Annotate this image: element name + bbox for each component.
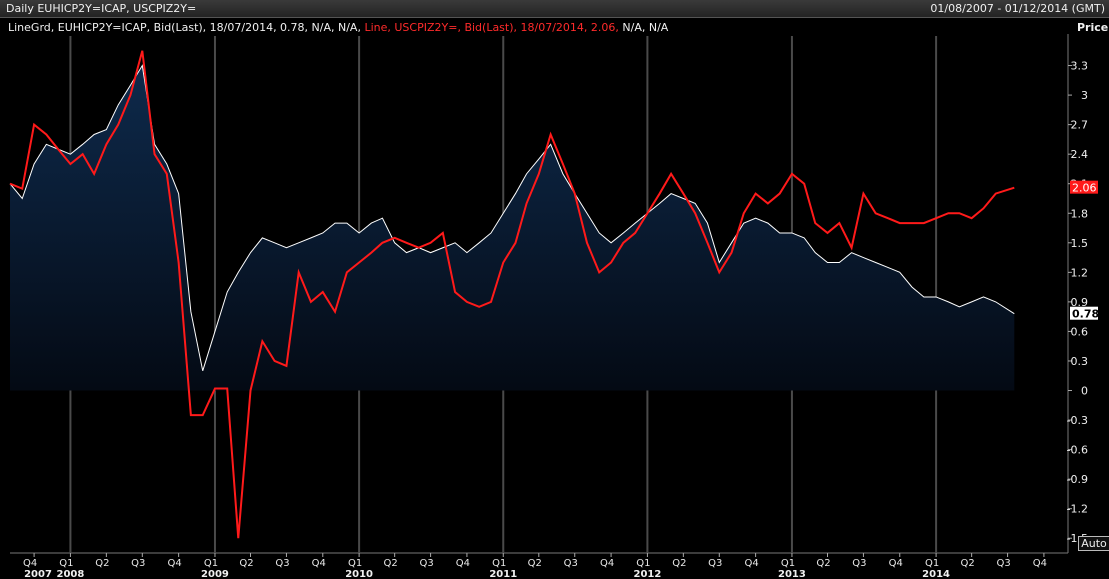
x-quarter-label: Q4	[168, 558, 182, 569]
auto-scale-button[interactable]: Auto	[1078, 536, 1109, 551]
x-quarter-label: Q1	[492, 558, 506, 569]
title-bar: Daily EUHICP2Y=ICAP, USCPIZ2Y= 01/08/200…	[0, 0, 1109, 18]
x-quarter-label: Q1	[925, 558, 939, 569]
x-quarter-label: Q2	[528, 558, 542, 569]
x-quarter-label: Q3	[131, 558, 145, 569]
x-quarter-label: Q4	[312, 558, 326, 569]
date-range: 01/08/2007 - 01/12/2014 (GMT)	[930, 2, 1105, 15]
y-axis: -1.5-1.2-0.9-0.6-0.300.30.60.91.21.51.82…	[1067, 60, 1088, 546]
x-quarter-label: Q4	[600, 558, 614, 569]
y-tick-label: -0.9	[1067, 473, 1088, 486]
eu-last-value: 0.78	[1072, 308, 1099, 321]
y-tick-label: -0.3	[1067, 414, 1088, 427]
window-title: Daily EUHICP2Y=ICAP, USCPIZ2Y=	[6, 2, 197, 15]
x-quarter-label: Q1	[204, 558, 218, 569]
y-tick-label: 0.9	[1071, 296, 1089, 309]
y-tick-label: 3.3	[1071, 60, 1089, 73]
eu-last-value-tag	[1070, 306, 1098, 320]
x-quarter-label: Q2	[239, 558, 253, 569]
last-value-tags: 2.06 0.78	[1070, 180, 1099, 321]
x-quarter-label: Q3	[852, 558, 866, 569]
y-tick-label: 0.3	[1071, 355, 1089, 368]
series-lines	[9, 50, 1015, 539]
y-tick-label: 0	[1081, 385, 1088, 398]
x-quarter-label: Q1	[636, 558, 650, 569]
x-quarter-label: Q4	[1033, 558, 1047, 569]
x-axis: Q4 Q1 Q2 Q3 Q4 Q1 Q2 Q3 Q4 Q1 Q2 Q3 Q4 Q1 Q2 Q3 Q4 Q1 Q2 Q3…	[23, 553, 1047, 579]
x-year-label: 2012	[633, 569, 661, 579]
y-tick-label: 2.7	[1071, 119, 1089, 132]
x-quarter-label: Q3	[419, 558, 433, 569]
y-tick-label: 1.8	[1071, 207, 1089, 220]
legend-eu: LineGrd, EUHICP2Y=ICAP, Bid(Last), 18/07…	[8, 21, 361, 34]
price-axis-title: Price	[1077, 21, 1109, 34]
x-year-label: 2009	[201, 569, 229, 579]
eu-area	[10, 65, 1015, 391]
y-tick-label: 0.6	[1071, 325, 1089, 338]
y-tick-label: 1.2	[1071, 266, 1089, 279]
x-quarter-label: Q1	[59, 558, 73, 569]
x-year-label: 2008	[57, 569, 85, 579]
us-series-line	[9, 50, 1015, 539]
eu-series-line	[9, 64, 1015, 371]
x-quarter-label: Q4	[744, 558, 758, 569]
x-year-label: 2010	[345, 569, 373, 579]
us-last-value: 2.06	[1072, 182, 1097, 195]
x-quarter-label: Q3	[708, 558, 722, 569]
x-quarter-label: Q2	[961, 558, 975, 569]
us-last-value-tag	[1070, 180, 1098, 194]
x-year-label: 2007	[24, 569, 52, 579]
legend-us: Line, USCPIZ2Y=, Bid(Last), 18/07/2014, …	[364, 21, 619, 34]
x-quarter-label: Q2	[384, 558, 398, 569]
x-quarter-label: Q4	[23, 558, 37, 569]
x-quarter-label: Q4	[456, 558, 470, 569]
eu-area-fill	[10, 65, 1015, 391]
legend-tail: N/A, N/A	[622, 21, 669, 34]
x-quarter-label: Q3	[564, 558, 578, 569]
x-quarter-label: Q2	[95, 558, 109, 569]
series-legend: LineGrd, EUHICP2Y=ICAP, Bid(Last), 18/07…	[8, 21, 668, 34]
x-quarter-label: Q3	[996, 558, 1010, 569]
x-quarter-label: Q3	[275, 558, 289, 569]
y-tick-label: 3	[1081, 89, 1088, 102]
y-tick-label: 2.4	[1071, 148, 1089, 161]
x-year-label: 2011	[489, 569, 517, 579]
x-quarter-label: Q1	[781, 558, 795, 569]
x-quarter-label: Q1	[348, 558, 362, 569]
y-tick-label: -1.2	[1067, 503, 1088, 516]
y-tick-label: -0.6	[1067, 444, 1088, 457]
x-year-label: 2014	[922, 569, 950, 579]
y-tick-label: 1.5	[1071, 237, 1089, 250]
x-quarter-label: Q4	[889, 558, 903, 569]
x-year-label: 2013	[778, 569, 806, 579]
x-quarter-label: Q2	[672, 558, 686, 569]
x-quarter-label: Q2	[816, 558, 830, 569]
